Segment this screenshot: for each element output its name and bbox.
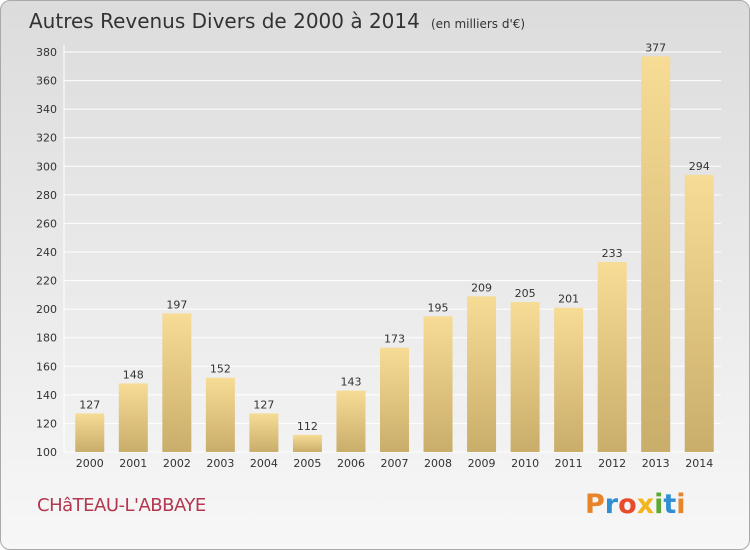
logo-letter: i bbox=[654, 489, 664, 520]
x-tick-label: 2014 bbox=[685, 457, 713, 470]
y-tick-label: 160 bbox=[36, 360, 57, 373]
y-tick-label: 300 bbox=[36, 160, 57, 173]
x-tick-label: 2003 bbox=[206, 457, 234, 470]
data-label: 173 bbox=[384, 333, 405, 346]
x-tick-label: 2011 bbox=[555, 457, 583, 470]
bar bbox=[336, 390, 366, 452]
logo-letter: i bbox=[676, 489, 686, 520]
logo-letter: P bbox=[585, 489, 605, 520]
bar bbox=[554, 307, 584, 452]
chart-title: Autres Revenus Divers de 2000 à 2014 bbox=[29, 9, 420, 33]
data-label: 209 bbox=[471, 281, 492, 294]
y-tick-label: 120 bbox=[36, 417, 57, 430]
x-tick-label: 2004 bbox=[250, 457, 278, 470]
x-tick-label: 2000 bbox=[76, 457, 104, 470]
y-tick-label: 240 bbox=[36, 246, 57, 259]
data-label: 148 bbox=[123, 368, 144, 381]
data-label: 233 bbox=[602, 247, 623, 260]
data-label: 205 bbox=[515, 287, 536, 300]
y-tick-label: 260 bbox=[36, 217, 57, 230]
y-tick-label: 220 bbox=[36, 275, 57, 288]
bar bbox=[467, 296, 497, 452]
bar bbox=[205, 377, 235, 452]
x-tick-label: 2013 bbox=[642, 457, 670, 470]
x-tick-label: 2001 bbox=[119, 457, 147, 470]
x-tick-label: 2005 bbox=[293, 457, 321, 470]
logo-letter: x bbox=[636, 489, 655, 520]
x-tick-label: 2009 bbox=[468, 457, 496, 470]
y-tick-label: 140 bbox=[36, 389, 57, 402]
data-label: 195 bbox=[428, 301, 449, 314]
proxiti-logo[interactable]: Proxiti bbox=[585, 489, 686, 520]
data-label: 197 bbox=[166, 298, 187, 311]
x-tick-label: 2010 bbox=[511, 457, 539, 470]
town-name: CHâTEAU-L'ABBAYE bbox=[37, 495, 206, 516]
chart-title-row: Autres Revenus Divers de 2000 à 2014 (en… bbox=[29, 9, 525, 33]
bar bbox=[249, 413, 279, 452]
data-label: 112 bbox=[297, 420, 318, 433]
y-tick-label: 360 bbox=[36, 75, 57, 88]
logo-letter: o bbox=[618, 489, 637, 520]
logo-letter: t bbox=[663, 489, 677, 520]
data-label: 127 bbox=[253, 398, 274, 411]
y-tick-label: 340 bbox=[36, 103, 57, 116]
bar bbox=[684, 174, 714, 452]
bar bbox=[75, 413, 105, 452]
x-tick-label: 2012 bbox=[598, 457, 626, 470]
y-tick-label: 180 bbox=[36, 332, 57, 345]
bar bbox=[423, 316, 453, 452]
bar bbox=[118, 383, 148, 452]
y-tick-label: 100 bbox=[36, 446, 57, 459]
bar bbox=[292, 434, 322, 452]
data-label: 294 bbox=[689, 160, 710, 173]
y-tick-label: 200 bbox=[36, 303, 57, 316]
logo-letter: r bbox=[604, 489, 619, 520]
chart-subtitle: (en milliers d'€) bbox=[430, 17, 526, 31]
bar bbox=[380, 347, 409, 452]
x-tick-label: 2006 bbox=[337, 457, 365, 470]
data-label: 152 bbox=[210, 363, 231, 376]
y-tick-label: 280 bbox=[36, 189, 57, 202]
data-label: 377 bbox=[645, 41, 666, 54]
data-label: 143 bbox=[340, 376, 361, 389]
bar bbox=[510, 302, 540, 452]
x-tick-label: 2008 bbox=[424, 457, 452, 470]
data-label: 127 bbox=[79, 398, 100, 411]
data-label: 201 bbox=[558, 293, 579, 306]
x-tick-label: 2002 bbox=[163, 457, 191, 470]
x-tick-label: 2007 bbox=[381, 457, 409, 470]
y-tick-label: 380 bbox=[36, 46, 57, 59]
bar bbox=[641, 56, 671, 453]
y-tick-label: 320 bbox=[36, 132, 57, 145]
bar bbox=[162, 313, 192, 452]
bar bbox=[597, 262, 627, 452]
